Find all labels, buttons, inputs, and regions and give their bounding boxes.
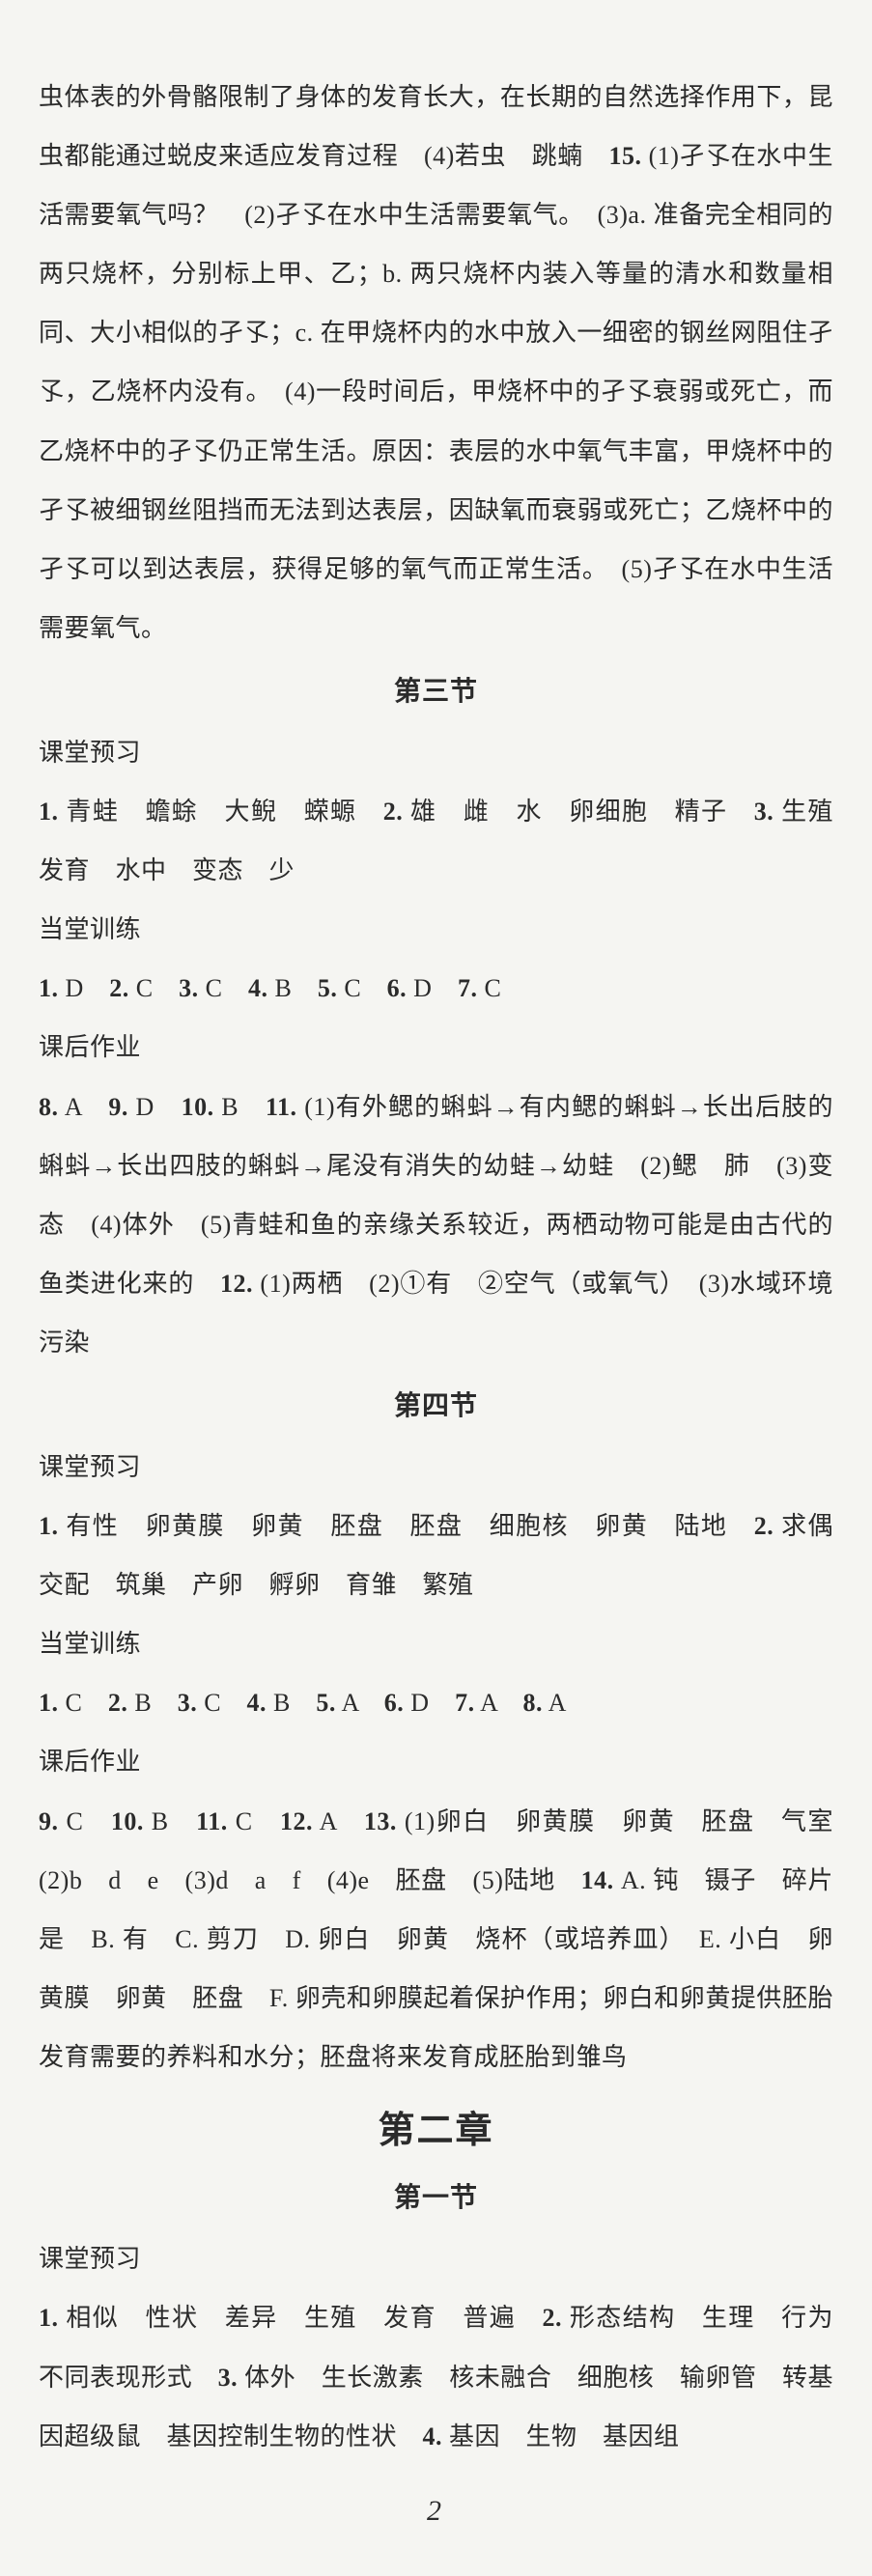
chapter2-prestudy-heading: 课堂预习 <box>39 2229 833 2288</box>
chapter2-prestudy-content: 1. 相似 性状 差异 生殖 发育 普遍 2. 形态结构 生理 行为 不同表现形… <box>39 2288 833 2465</box>
s3-prestudy-text: 青蛙 蟾蜍 大鲵 蝾螈 <box>59 798 383 826</box>
section4-homework-heading: 课后作业 <box>39 1732 833 1791</box>
page-number-text: 2 <box>427 2495 445 2527</box>
chapter-2-title: 第二章 <box>39 2098 833 2164</box>
section4-homework-content: 9. C 10. B 11. C 12. A 13. (1)卵白 卵黄膜 卵黄 … <box>39 1792 833 2086</box>
section-4-title: 第四节 <box>39 1380 833 1434</box>
section3-prestudy-content: 1. 青蛙 蟾蜍 大鲵 蝾螈 2. 雄 雌 水 卵细胞 精子 3. 生殖 发育 … <box>39 782 833 900</box>
page-root: 虫体表的外骨骼限制了身体的发育长大，在长期的自然选择作用下，昆虫都能通过蜕皮来适… <box>0 0 872 2576</box>
section3-homework-content: 8. A 9. D 10. B 11. (1)有外鳃的蝌蚪→有内鳃的蝌蚪→长出后… <box>39 1078 833 1372</box>
section3-inclass-heading: 当堂训练 <box>39 900 833 959</box>
section4-inclass-heading: 当堂训练 <box>39 1614 833 1673</box>
p1-bold-number: 15. <box>608 142 641 170</box>
p1-tail: (1)孑孓在水中生活需要氧气吗？ (2)孑孓在水中生活需要氧气。 (3)a. 准… <box>39 142 833 642</box>
page-number: 2 <box>39 2495 833 2528</box>
section3-prestudy-heading: 课堂预习 <box>39 723 833 782</box>
section4-inclass-content: 1. C 2. B 3. C 4. B 5. A 6. D 7. A 8. A <box>39 1673 833 1732</box>
section3-homework-heading: 课后作业 <box>39 1018 833 1077</box>
section4-prestudy-content: 1. 有性 卵黄膜 卵黄 胚盘 胚盘 细胞核 卵黄 陆地 2. 求偶 交配 筑巢… <box>39 1497 833 1614</box>
chapter2-section1-title: 第一节 <box>39 2171 833 2226</box>
continuation-paragraph: 虫体表的外骨骼限制了身体的发育长大，在长期的自然选择作用下，昆虫都能通过蜕皮来适… <box>39 68 833 658</box>
section3-inclass-content: 1. D 2. C 3. C 4. B 5. C 6. D 7. C <box>39 959 833 1018</box>
section4-prestudy-heading: 课堂预习 <box>39 1438 833 1497</box>
section-3-title: 第三节 <box>39 665 833 719</box>
s3-prestudy-text2: 雄 雌 水 卵细胞 精子 <box>403 798 754 826</box>
